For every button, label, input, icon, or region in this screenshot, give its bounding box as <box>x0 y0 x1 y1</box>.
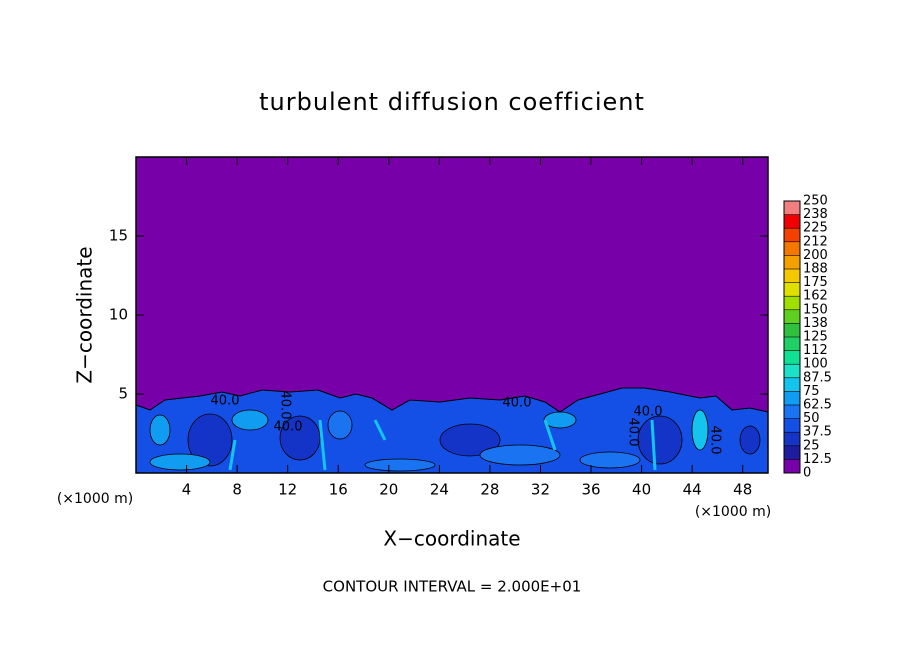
colorbar-label: 62.5 <box>803 398 832 413</box>
turbulent-eddy <box>579 451 641 469</box>
x-tick-label: 44 <box>683 481 702 499</box>
cyan-streak <box>228 439 237 471</box>
colorbar-band <box>784 459 800 473</box>
colorbar-band <box>784 214 800 229</box>
turbulent-eddy <box>231 409 269 431</box>
colorbar-label: 25 <box>803 438 820 453</box>
turbulent-eddy <box>327 410 353 440</box>
colorbar-label: 150 <box>803 302 828 317</box>
contour-label: 40.0 <box>503 396 532 411</box>
colorbar-label: 138 <box>803 316 828 331</box>
contour-label: 40.0 <box>634 405 663 420</box>
turbulent-eddy <box>637 415 683 465</box>
contour-label: 40.0 <box>211 394 240 409</box>
cyan-streak <box>650 419 657 471</box>
chart-title: turbulent diffusion coefficient <box>259 88 645 116</box>
colorbar-label: 12.5 <box>803 452 832 467</box>
x-unit-label: (×1000 m) <box>695 504 771 520</box>
colorbar-label: 50 <box>803 411 820 426</box>
colorbar-band <box>784 405 800 419</box>
x-tick-label: 24 <box>430 481 449 499</box>
x-axis-label: X−coordinate <box>383 527 520 551</box>
x-tick-label: 16 <box>329 481 348 499</box>
colorbar-band <box>784 255 800 269</box>
colorbar-band <box>784 323 800 337</box>
x-tick-label: 12 <box>278 481 297 499</box>
colorbar-label: 125 <box>803 330 828 345</box>
colorbar-label: 100 <box>803 357 828 372</box>
contour-label: 40.0 <box>278 391 293 420</box>
y-tick-label: 15 <box>109 227 128 245</box>
x-tick-label: 48 <box>733 481 752 499</box>
field <box>135 157 769 474</box>
colorbar-band <box>784 445 800 460</box>
colorbar-label: 0 <box>803 466 811 481</box>
colorbar-band <box>784 201 800 215</box>
contour-label: 40.0 <box>626 418 641 447</box>
colorbar-band <box>784 282 800 297</box>
colorbar-band <box>784 296 800 310</box>
turbulent-eddy <box>543 411 577 429</box>
contour-label: 40.0 <box>708 426 723 455</box>
turbulent-eddy <box>479 444 561 466</box>
colorbar-label: 37.5 <box>803 425 832 440</box>
turbulent-eddy <box>691 409 709 451</box>
x-tick-label: 4 <box>182 481 192 499</box>
colorbar-label: 200 <box>803 248 828 263</box>
colorbar-band <box>784 391 800 405</box>
colorbar-band <box>784 364 800 378</box>
x-unit-label: (×1000 m) <box>57 491 133 507</box>
turbulent-eddy <box>439 423 501 457</box>
cyan-streak <box>373 419 387 441</box>
turbulent-eddy <box>739 425 761 455</box>
colorbar-label: 112 <box>803 343 828 358</box>
x-tick-label: 20 <box>379 481 398 499</box>
colorbar-label: 212 <box>803 234 828 249</box>
x-tick-label: 40 <box>632 481 651 499</box>
colorbar-band <box>784 337 800 351</box>
colorbar-label: 250 <box>803 194 828 209</box>
turbulent-eddy <box>149 414 171 446</box>
cyan-streak <box>543 419 557 451</box>
colorbar-label: 188 <box>803 262 828 277</box>
colorbar-band <box>784 350 800 365</box>
y-axis-label: Z−coordinate <box>73 246 97 383</box>
colorbar-label: 87.5 <box>803 370 832 385</box>
colorbar-band <box>784 269 800 283</box>
colorbar-label: 162 <box>803 289 828 304</box>
colorbar-label: 75 <box>803 384 820 399</box>
colorbar-band <box>784 418 800 433</box>
colorbar-band <box>784 228 800 242</box>
contour-label: 40.0 <box>274 420 303 435</box>
colorbar-band <box>784 241 800 256</box>
y-tick-label: 5 <box>118 385 128 403</box>
colorbar-band <box>784 309 800 324</box>
turbulent-eddy <box>279 415 321 461</box>
footer-note: CONTOUR INTERVAL = 2.000E+01 <box>323 578 582 596</box>
turbulent-eddy <box>149 453 211 471</box>
x-tick-label: 36 <box>581 481 600 499</box>
cyan-streak <box>318 419 327 471</box>
x-tick-label: 32 <box>531 481 550 499</box>
colorbar-label: 225 <box>803 221 828 236</box>
colorbar-label: 238 <box>803 207 828 222</box>
x-tick-label: 28 <box>480 481 499 499</box>
colorbar-band <box>784 432 800 446</box>
turbulent-eddy <box>364 458 436 472</box>
x-tick-label: 8 <box>232 481 242 499</box>
colorbar-label: 175 <box>803 275 828 290</box>
colorbar-band <box>784 377 800 392</box>
y-tick-label: 10 <box>109 306 128 324</box>
turbulent-eddy <box>187 413 233 467</box>
